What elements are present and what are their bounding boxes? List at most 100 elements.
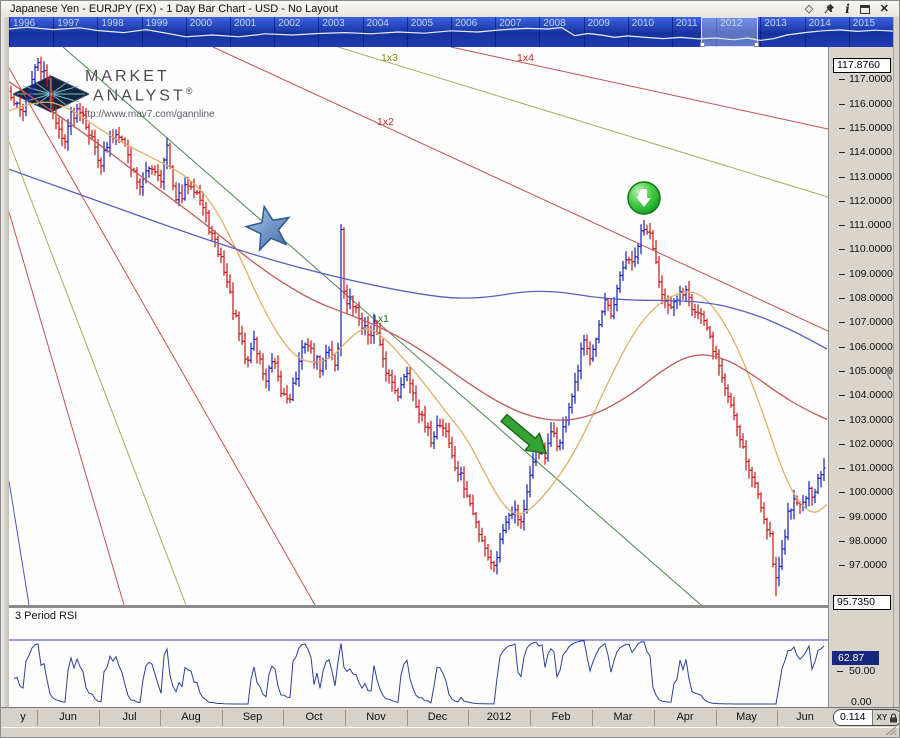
gann-line-1x3[interactable] [337,47,828,198]
y-tick-dash [839,225,845,227]
y-axis-tick: 113.0000 [829,171,893,183]
year-label-2012[interactable]: 2012 [716,17,760,47]
time-axis-label-Mar: Mar [613,711,633,723]
gann-line-1x1[interactable] [62,47,702,605]
year-label-1998[interactable]: 1998 [97,17,141,47]
year-label-2003[interactable]: 2003 [318,17,362,47]
rsi-line[interactable] [13,640,825,705]
time-axis[interactable]: y Jun Jul Aug Sep Oct Nov Dec 2012 Feb Mar Apr May Ju… [1,707,899,727]
status-bar [1,727,899,737]
y-tick-dash [839,370,845,372]
year-label-2011[interactable]: 2011 [672,17,716,47]
y-tick-dash [839,565,845,567]
time-axis-tick [283,710,284,726]
time-axis-label-Jun: Jun [796,711,814,723]
circle-down-arrow-annotation[interactable] [627,181,661,215]
y-tick-label: 112.0000 [849,194,893,207]
y-tick-dash [839,79,845,81]
scale-value[interactable]: 0.114 [834,710,873,725]
y-axis-tick: 109.0000 [829,268,893,280]
year-label-2009[interactable]: 2009 [583,17,628,47]
year-label-2015[interactable]: 2015 [848,17,893,47]
pin-icon[interactable] [823,3,835,15]
restore-icon[interactable] [859,4,870,14]
y-tick-label: 105.0000 [849,364,893,377]
year-label-2008[interactable]: 2008 [539,17,583,47]
y-axis-tick: 98.0000 [829,535,893,547]
y-tick-label: 115.0000 [849,121,893,134]
y-tick-dash [839,516,845,518]
time-axis-label-Aug: Aug [181,711,201,723]
gann-line-8x1[interactable] [9,480,30,605]
year-label-1999[interactable]: 1999 [141,17,186,47]
y-tick-dash [839,395,845,397]
time-axis-label-Feb: Feb [551,711,571,723]
time-axis-label-Oct: Oct [305,711,323,723]
time-axis-label-y: y [20,711,26,723]
rsi-mid-tick-dash [837,671,843,672]
resize-grip[interactable] [884,725,897,735]
xy-lock[interactable]: XY [873,712,900,723]
y-axis-tick: 97.0000 [829,559,893,571]
window-controls: ◇ i ✕ [805,2,889,16]
year-label-2013[interactable]: 2013 [760,17,804,47]
overview-selection[interactable] [700,17,759,47]
fast-ma-line[interactable] [9,101,828,515]
y-tick-label: 104.0000 [849,389,893,402]
scale-box[interactable]: 0.114 XY [833,709,900,726]
gann-label-1x4: 1x4 [517,52,534,64]
slow-ma-line[interactable] [9,168,828,350]
gann-fan[interactable]: 1x4 1x3 1x2 1x1 [9,47,828,605]
y-axis-tick: 116.0000 [829,98,893,110]
year-label-2000[interactable]: 2000 [185,17,230,47]
y-tick-label: 103.0000 [849,413,893,426]
y-axis-tick: 100.0000 [829,486,893,498]
y-axis-tick: 104.0000 [829,389,893,401]
time-axis-tick [654,710,655,726]
selection-handle-left[interactable] [700,42,705,47]
gann-line-2x1[interactable] [9,67,316,605]
y-axis-tick: 114.0000 [829,146,893,158]
diagonal-arrow-annotation[interactable] [497,410,553,462]
medium-ma-line[interactable] [9,81,828,421]
rsi-mid-tick: 50.00 [849,665,876,677]
year-label-2004[interactable]: 2004 [362,17,407,47]
chevron-left-icon[interactable]: ❮ [885,369,894,380]
gann-line-3x1[interactable] [9,141,187,605]
selection-handle-right[interactable] [754,42,759,47]
star-annotation[interactable] [243,204,291,252]
logo-text-analyst: ANALYST® [93,86,196,105]
y-tick-label: 97.0000 [849,559,887,572]
price-pane[interactable] [9,47,828,605]
y-axis-tick: 111.0000 [829,219,893,231]
year-label-2006[interactable]: 2006 [451,17,495,47]
gann-line-4x1[interactable] [9,211,125,605]
y-tick-dash [839,200,845,202]
pane-divider[interactable] [9,605,893,608]
year-label-2007[interactable]: 2007 [495,17,539,47]
time-axis-tick [407,710,408,726]
year-label-1996[interactable]: 1996 [9,17,53,47]
year-label-1997[interactable]: 1997 [53,17,97,47]
window-titlebar: Japanese Yen - EURJPY (FX) - 1 Day Bar C… [1,1,899,17]
time-axis-tick [468,710,469,726]
window-title: Japanese Yen - EURJPY (FX) - 1 Day Bar C… [10,3,339,15]
diamond-icon[interactable]: ◇ [804,3,814,15]
price-axis[interactable]: 117.8760 95.7350 ❮ 117.0000 116.0000 115.0… [829,47,893,707]
gann-line-1x2[interactable] [212,47,828,332]
year-label-2002[interactable]: 2002 [274,17,318,47]
time-axis-tick [592,710,593,726]
info-icon[interactable]: i [845,2,850,16]
y-axis-tick: 102.0000 [829,438,893,450]
time-axis-tick [222,710,223,726]
gann-line-1x4[interactable] [450,47,828,130]
y-tick-dash [839,152,845,154]
year-label-2001[interactable]: 2001 [230,17,274,47]
price-bars[interactable] [9,56,826,597]
close-icon[interactable]: ✕ [879,3,889,15]
time-axis-label-2012: 2012 [486,711,512,723]
year-label-2010[interactable]: 2010 [627,17,672,47]
time-axis-label-May: May [736,711,757,723]
y-tick-label: 100.0000 [849,486,893,499]
